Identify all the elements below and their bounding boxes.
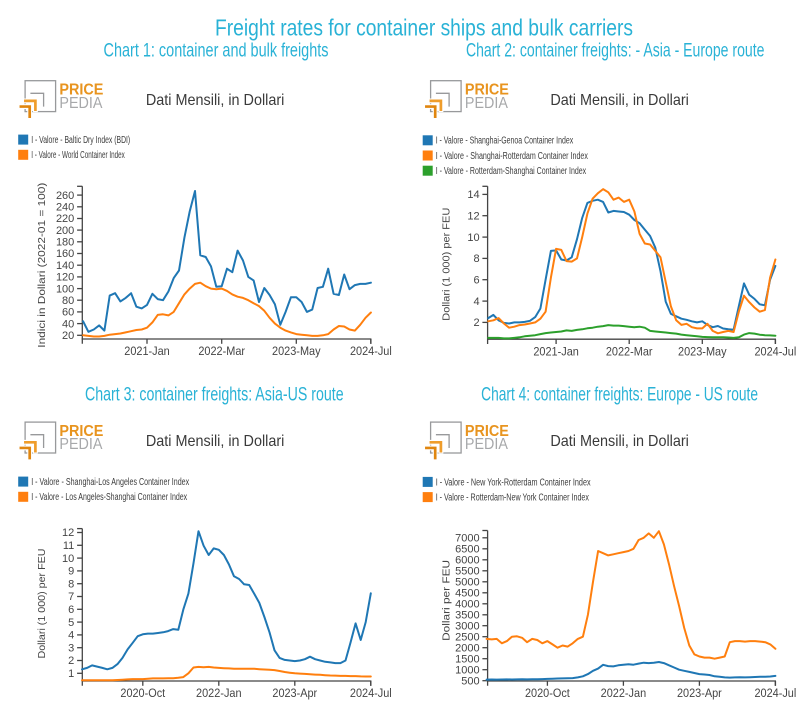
svg-text:5: 5 (68, 617, 74, 629)
svg-text:2023-May: 2023-May (272, 344, 321, 358)
svg-text:160: 160 (56, 248, 74, 260)
svg-text:1500: 1500 (455, 653, 479, 665)
svg-text:120: 120 (56, 272, 74, 284)
svg-text:10: 10 (467, 232, 479, 244)
svg-text:8: 8 (473, 253, 479, 265)
svg-text:4: 4 (473, 296, 479, 308)
svg-text:Chart 3: container freights: A: Chart 3: container freights: Asia-US rou… (85, 384, 344, 406)
svg-text:I - Valore - Rotterdam-Shangha: I - Valore - Rotterdam-Shanghai Containe… (436, 166, 587, 177)
svg-text:I - Valore - Shanghai-Los Ange: I - Valore - Shanghai-Los Angeles Contai… (31, 477, 189, 488)
svg-text:PRICE: PRICE (465, 423, 509, 440)
svg-text:PEDIA: PEDIA (59, 436, 102, 453)
svg-text:PRICE: PRICE (59, 82, 103, 99)
svg-text:2: 2 (68, 655, 74, 667)
svg-text:1: 1 (68, 668, 74, 680)
svg-text:7: 7 (68, 591, 74, 603)
svg-text:I - Valore - Baltic Dry Index: I - Valore - Baltic Dry Index (BDI) (31, 135, 130, 146)
svg-text:4: 4 (68, 630, 74, 642)
svg-text:14: 14 (467, 189, 479, 201)
svg-text:I - Valore - Rotterdam-New Yor: I - Valore - Rotterdam-New York Containe… (436, 493, 589, 504)
svg-text:Chart 1: container and bulk fr: Chart 1: container and bulk freights (104, 40, 329, 62)
svg-text:2024-Jul: 2024-Jul (350, 344, 392, 358)
svg-text:6: 6 (473, 274, 479, 286)
svg-text:PEDIA: PEDIA (465, 436, 508, 453)
svg-text:5500: 5500 (455, 566, 479, 578)
svg-text:2022-Mar: 2022-Mar (606, 344, 653, 358)
svg-text:6500: 6500 (455, 544, 479, 556)
svg-text:20: 20 (62, 330, 74, 342)
svg-text:2021-Jan: 2021-Jan (124, 344, 170, 358)
svg-text:PEDIA: PEDIA (465, 95, 508, 112)
svg-text:PEDIA: PEDIA (59, 95, 102, 112)
svg-text:1000: 1000 (455, 664, 479, 676)
svg-text:2021-Jan: 2021-Jan (533, 344, 579, 358)
svg-text:Dati Mensili, in Dollari: Dati Mensili, in Dollari (146, 433, 285, 450)
svg-text:3: 3 (68, 642, 74, 654)
svg-text:Chart 4: container freights: E: Chart 4: container freights: Europe - US… (481, 384, 758, 406)
svg-text:7000: 7000 (455, 533, 479, 545)
svg-text:140: 140 (56, 260, 74, 272)
svg-text:Dollari (1 000) per FEU: Dollari (1 000) per FEU (442, 208, 453, 321)
svg-text:180: 180 (56, 237, 74, 249)
svg-text:80: 80 (62, 295, 74, 307)
svg-text:12: 12 (467, 210, 479, 222)
svg-text:3500: 3500 (455, 610, 479, 622)
svg-text:5000: 5000 (455, 577, 479, 589)
svg-text:2024-Jul: 2024-Jul (755, 686, 797, 700)
svg-text:6: 6 (68, 604, 74, 616)
svg-text:2023-May: 2023-May (678, 344, 727, 358)
svg-text:40: 40 (62, 318, 74, 330)
svg-text:2: 2 (473, 317, 479, 329)
svg-text:I - Valore - World Container I: I - Valore - World Container Index (31, 150, 125, 161)
svg-text:100: 100 (56, 283, 74, 295)
svg-text:I - Valore - Shanghai-Genoa Co: I - Valore - Shanghai-Genoa Container In… (436, 136, 574, 147)
svg-text:I - Valore - New York-Rotterda: I - Valore - New York-Rotterdam Containe… (436, 477, 591, 488)
svg-text:500: 500 (461, 675, 479, 687)
svg-text:12: 12 (62, 527, 74, 539)
svg-text:6000: 6000 (455, 555, 479, 567)
svg-text:2022-Jan: 2022-Jan (196, 686, 242, 700)
svg-text:10: 10 (62, 553, 74, 565)
svg-text:I - Valore - Shanghai-Rotterda: I - Valore - Shanghai-Rotterdam Containe… (436, 151, 588, 162)
svg-text:Freight rates for container sh: Freight rates for container ships and bu… (215, 15, 633, 41)
svg-text:2023-Apr: 2023-Apr (677, 686, 722, 700)
svg-text:PRICE: PRICE (59, 423, 103, 440)
svg-text:2024-Jul: 2024-Jul (350, 686, 392, 700)
svg-text:9: 9 (68, 566, 74, 578)
svg-text:2022-Mar: 2022-Mar (198, 344, 245, 358)
svg-text:4500: 4500 (455, 588, 479, 600)
svg-text:I - Valore - Los Angeles-Shang: I - Valore - Los Angeles-Shanghai Contai… (31, 492, 187, 503)
svg-text:2023-Apr: 2023-Apr (272, 686, 317, 700)
svg-text:Dati Mensili, in Dollari: Dati Mensili, in Dollari (550, 433, 689, 450)
svg-text:11: 11 (63, 540, 74, 552)
svg-text:Chart 2: container freights: -: Chart 2: container freights: - Asia - Eu… (466, 40, 765, 62)
svg-text:Indici in Dollari (2022-01 = 1: Indici in Dollari (2022-01 = 100) (37, 183, 48, 348)
svg-text:Dollari per FEU: Dollari per FEU (442, 560, 453, 641)
svg-text:240: 240 (56, 202, 74, 214)
svg-text:2024-Jul: 2024-Jul (755, 344, 797, 358)
svg-text:2022-Jan: 2022-Jan (601, 686, 647, 700)
svg-text:2020-Oct: 2020-Oct (525, 686, 570, 700)
svg-text:220: 220 (56, 213, 74, 225)
svg-text:Dollari (1 000) per FEU: Dollari (1 000) per FEU (37, 549, 48, 659)
svg-text:8: 8 (68, 578, 74, 590)
svg-text:200: 200 (56, 225, 74, 237)
svg-text:3000: 3000 (455, 620, 479, 632)
svg-text:2020-Oct: 2020-Oct (120, 686, 165, 700)
svg-text:4000: 4000 (455, 599, 479, 611)
svg-text:PRICE: PRICE (465, 82, 509, 99)
svg-text:60: 60 (62, 307, 74, 319)
svg-text:2000: 2000 (455, 642, 479, 654)
svg-text:Dati Mensili, in Dollari: Dati Mensili, in Dollari (550, 92, 689, 109)
svg-text:2500: 2500 (455, 631, 479, 643)
svg-text:Dati Mensili, in Dollari: Dati Mensili, in Dollari (146, 92, 285, 109)
svg-text:260: 260 (56, 190, 74, 202)
